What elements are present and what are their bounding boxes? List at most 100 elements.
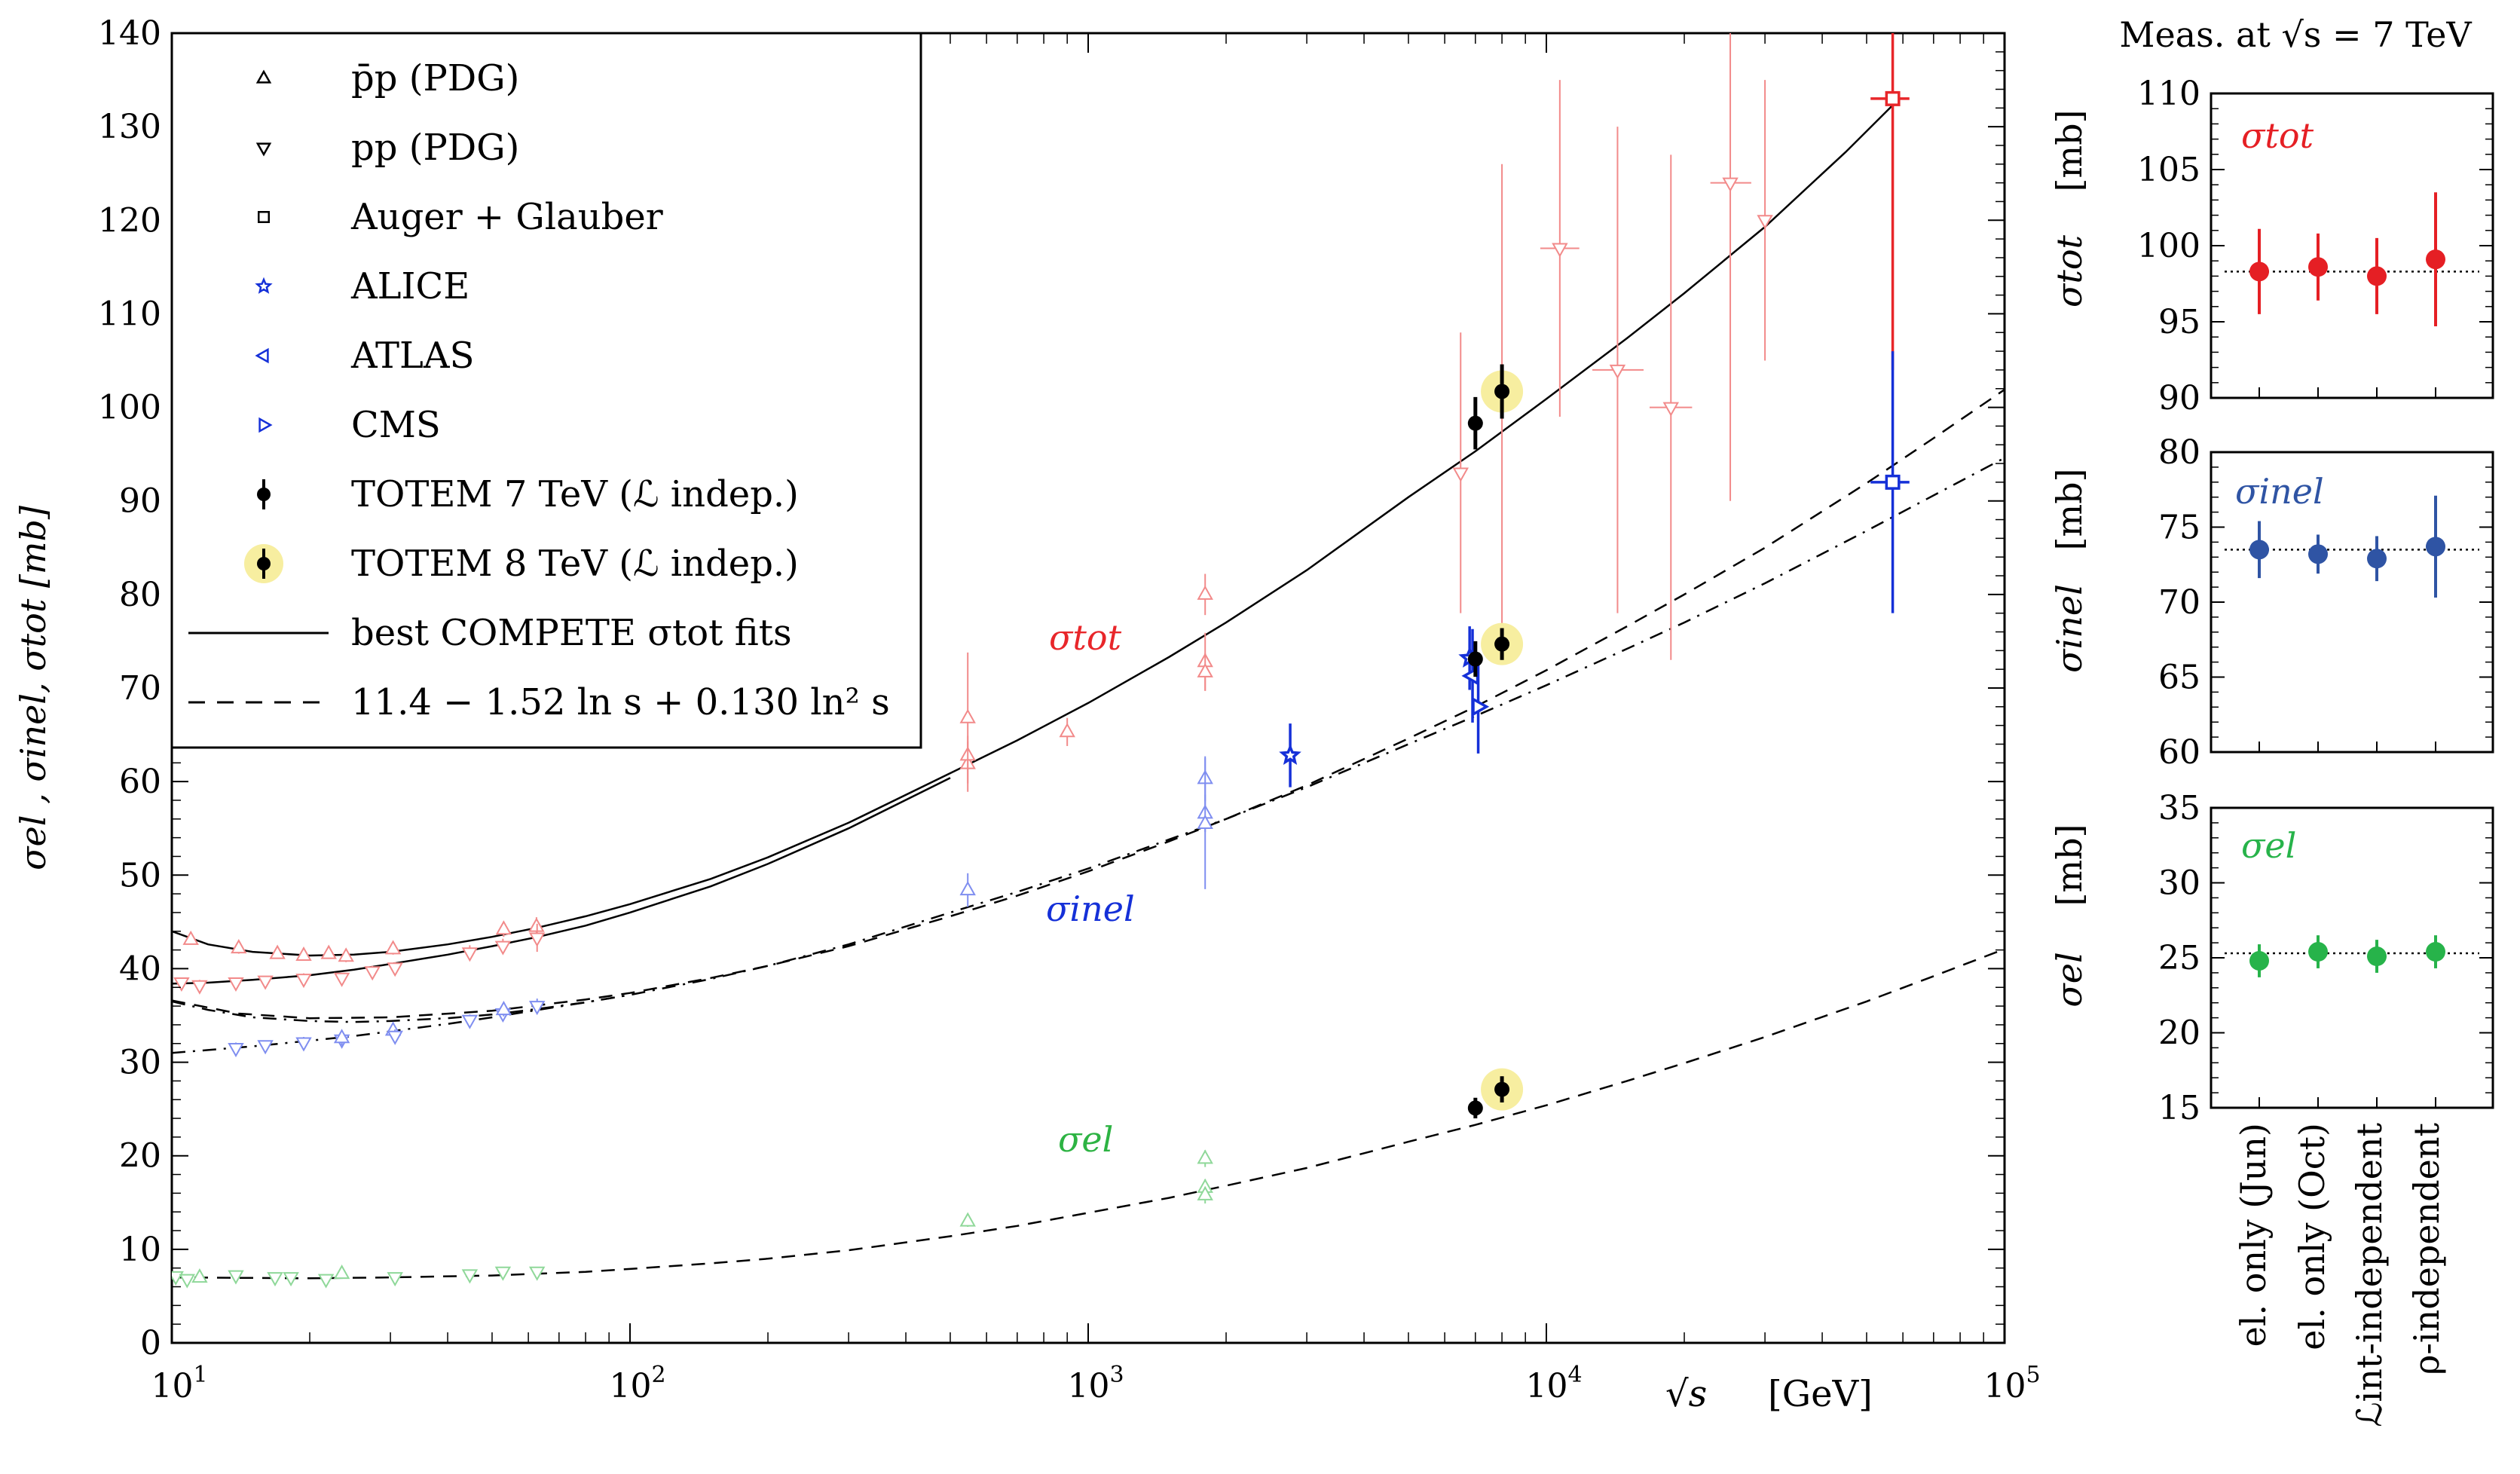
x-axis-label-unit: [GeV]: [1768, 1373, 1873, 1415]
data-point-tot: [231, 939, 247, 954]
legend-label-auger: Auger + Glauber: [350, 196, 663, 238]
fit-curve: [172, 388, 2005, 1020]
y-tick-label: 130: [98, 108, 161, 146]
data-point-tot: [959, 708, 976, 723]
legend-symbol-tri-up: [255, 69, 272, 84]
data-point-tot: [528, 932, 546, 947]
main-points: [172, 33, 1910, 1289]
data-point-inel: [461, 1014, 479, 1029]
data-point-el: [1197, 1185, 1213, 1200]
y-tick-label: 50: [119, 856, 161, 894]
fit-curve: [172, 457, 2005, 1023]
data-point-inel: [387, 1030, 403, 1045]
side-panel-tot-label: σtot: [2241, 115, 2314, 156]
totem-8tev-point: [1494, 384, 1510, 399]
legend-label-atlas: ATLAS: [350, 335, 474, 377]
data-point-tot: [364, 966, 381, 981]
side-point-inel: [2367, 549, 2387, 569]
category-label-el-oct: el. only (Oct): [2292, 1123, 2332, 1350]
data-point-el: [528, 1266, 546, 1281]
data-point-tot: [1609, 364, 1626, 379]
y-tick-label: 30: [119, 1044, 161, 1082]
data-point-tot: [338, 947, 354, 962]
legend-label-compete: best COMPETE σtot fits: [351, 612, 792, 654]
data-point-inel: [1279, 743, 1301, 766]
legend-label-cms: CMS: [351, 404, 441, 446]
data-point-tot: [333, 972, 350, 987]
side-y-tick-label: 25: [2158, 939, 2200, 977]
side-point-inel: [2426, 537, 2445, 557]
legend-label-pp: pp (PDG): [351, 127, 519, 169]
y-tick-label: 140: [98, 14, 161, 53]
x-tick-label-1000: 103: [1067, 1362, 1124, 1405]
data-point-tot: [228, 977, 244, 992]
legend-symbol-dot: [257, 557, 271, 570]
y-tick-label: 80: [119, 576, 161, 614]
fit-curve: [172, 104, 1894, 957]
x-axis-label-sqrt-s: √s: [1665, 1373, 1707, 1415]
side-panel-inel: σinel [mb] σinel: [2049, 451, 2494, 754]
legend-box: [170, 32, 922, 749]
data-point-tot: [257, 975, 274, 990]
data-point-inel: [1885, 474, 1901, 490]
totem-7tev-point: [1467, 415, 1483, 431]
category-label-el-jun: el. only (Jun): [2233, 1123, 2274, 1347]
side-y-tick-label: 95: [2158, 303, 2200, 341]
data-point-tot: [461, 947, 479, 962]
side-y-tick-label: 75: [2158, 509, 2200, 547]
side-y-tick-label: 105: [2137, 151, 2200, 189]
side-point-inel: [2249, 540, 2269, 560]
side-y-tick-label: 70: [2158, 583, 2200, 622]
data-point-tot: [191, 980, 208, 995]
data-point-el: [1197, 1149, 1213, 1164]
data-point-el: [959, 1212, 976, 1227]
y-tick-label: 90: [119, 482, 161, 521]
data-point-tot: [1197, 585, 1213, 600]
data-point-tot: [1757, 215, 1773, 230]
data-point-tot: [173, 977, 190, 992]
side-y-tick-label: 30: [2158, 864, 2200, 903]
main-axis-ticks: 0 10 20 30 40 50 60 70 80 90 100 110 120 130 140: [98, 14, 2005, 1362]
side-y-tick-label: 35: [2158, 789, 2200, 827]
side-marks: 90 95 100 105 110 60 65 70 75 80 15 20 25 30 35: [2137, 75, 2493, 1127]
annotation-sigma-inel: σinel: [1046, 888, 1135, 929]
y-axis-label: σel , σinel, σtot [mb]: [13, 506, 54, 870]
data-point-el: [179, 1274, 196, 1289]
data-point-inel: [228, 1043, 244, 1058]
data-point-tot: [320, 944, 337, 959]
legend-label-alice: ALICE: [350, 265, 469, 307]
side-y-tick-label: 90: [2158, 379, 2200, 417]
legend: p̄p (PDG) pp (PDG) Auger + Glauber ALICE…: [170, 32, 922, 749]
data-point-tot: [1722, 177, 1739, 192]
side-y-tick-label: 15: [2158, 1089, 2200, 1127]
side-y-tick-label: 60: [2158, 733, 2200, 772]
side-panels: Meas. at √s = 7 TeV σtot [mb] σtot σinel…: [2049, 14, 2494, 1427]
legend-items: [188, 69, 329, 704]
data-point-tot: [387, 962, 403, 977]
side-panel-tot-ylabel: σtot: [2049, 234, 2090, 307]
data-point-tot: [182, 930, 199, 945]
data-point-tot: [269, 944, 286, 959]
data-point-tot: [295, 946, 312, 961]
category-label-rho-indep: ρ-independent: [2406, 1122, 2447, 1375]
data-point-el: [387, 1272, 403, 1287]
data-point-inel: [528, 1001, 546, 1016]
side-point-tot: [2426, 249, 2445, 270]
legend-symbol-square: [258, 211, 270, 223]
data-point-inel: [257, 1040, 274, 1055]
data-point-el: [494, 1266, 512, 1281]
fit-curve: [172, 777, 951, 985]
legend-label-formula: 11.4 − 1.52 ln s + 0.130 ln² s: [351, 681, 890, 723]
main-curves: [172, 104, 2005, 1280]
category-label-lint-indep: ℒint-independent: [2349, 1122, 2390, 1427]
data-point-el: [333, 1265, 350, 1280]
totem-8tev-point: [1494, 636, 1510, 652]
data-point-tot: [384, 940, 402, 955]
legend-symbol-tri-left: [255, 347, 269, 364]
data-point-tot: [495, 920, 512, 935]
data-point-inel: [1197, 814, 1213, 829]
annotation-sigma-tot: σtot: [1049, 617, 1122, 658]
side-y-tick-label: 65: [2158, 659, 2200, 697]
data-point-tot: [1885, 90, 1901, 106]
